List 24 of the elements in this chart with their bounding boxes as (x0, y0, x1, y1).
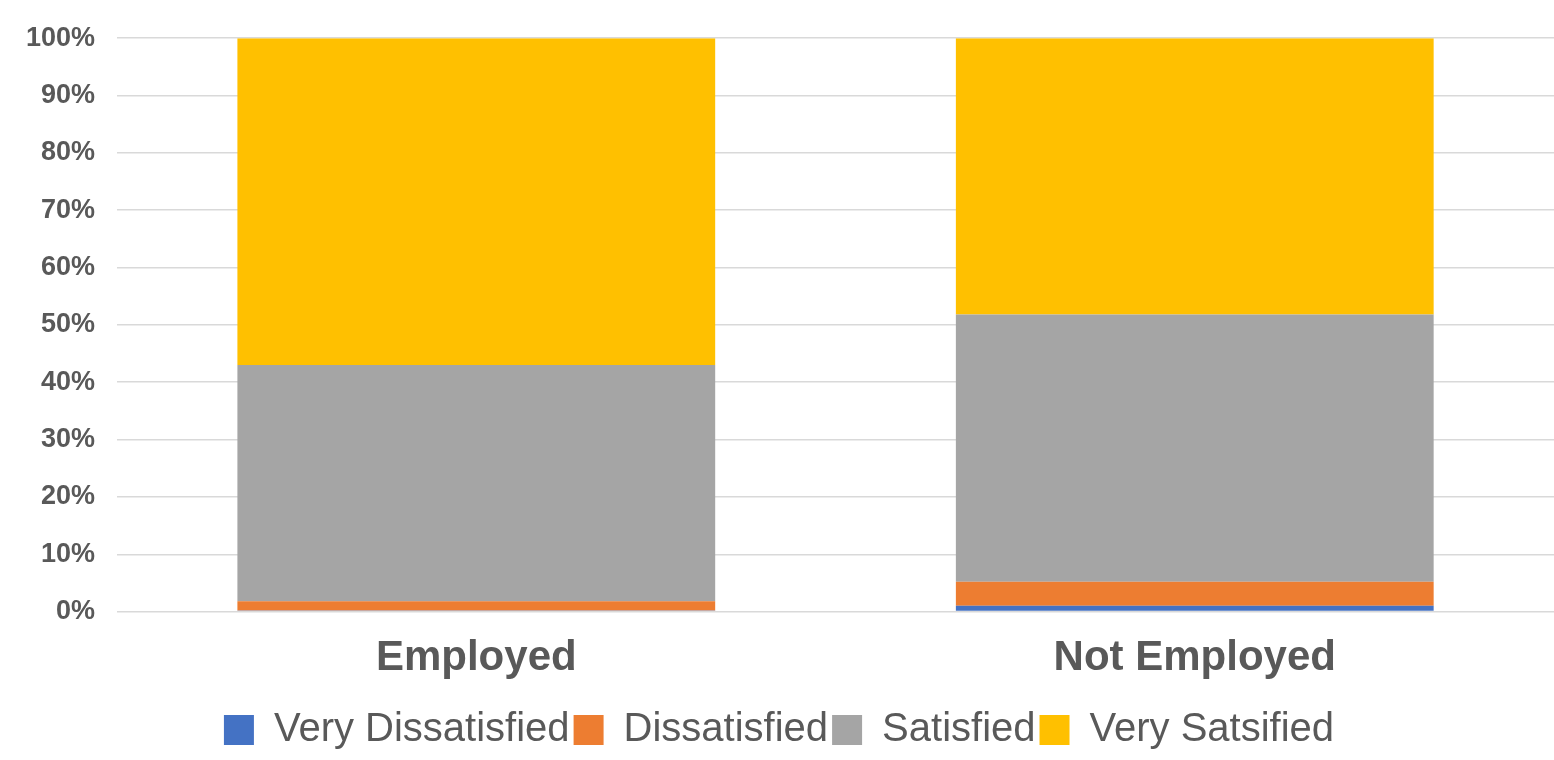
y-tick-label: 30% (41, 423, 96, 454)
legend-label: Dissatisfied (623, 705, 829, 750)
bar (955, 38, 1434, 315)
y-tick-label: 40% (41, 365, 96, 396)
y-tick-label: 100% (25, 21, 96, 52)
bar (237, 365, 716, 602)
bar (955, 605, 1434, 611)
legend-label: Very Satsified (1089, 705, 1335, 750)
bar (237, 38, 716, 366)
y-tick-label: 90% (41, 78, 96, 109)
legend-label: Satisfied (882, 705, 1036, 750)
y-tick-label: 10% (41, 537, 96, 568)
y-tick-label: 80% (41, 136, 96, 167)
legend-label: Very Dissatisfied (273, 705, 570, 750)
y-tick-label: 60% (41, 251, 96, 282)
x-tick-label: Employed (375, 632, 577, 680)
bar (237, 601, 716, 611)
x-tick-label: Not Employed (1053, 632, 1336, 680)
bar (955, 581, 1434, 606)
y-tick-label: 0% (56, 595, 96, 626)
bar (955, 314, 1434, 582)
y-tick-label: 70% (41, 193, 96, 224)
y-tick-label: 50% (41, 308, 96, 339)
y-tick-label: 20% (41, 480, 96, 511)
